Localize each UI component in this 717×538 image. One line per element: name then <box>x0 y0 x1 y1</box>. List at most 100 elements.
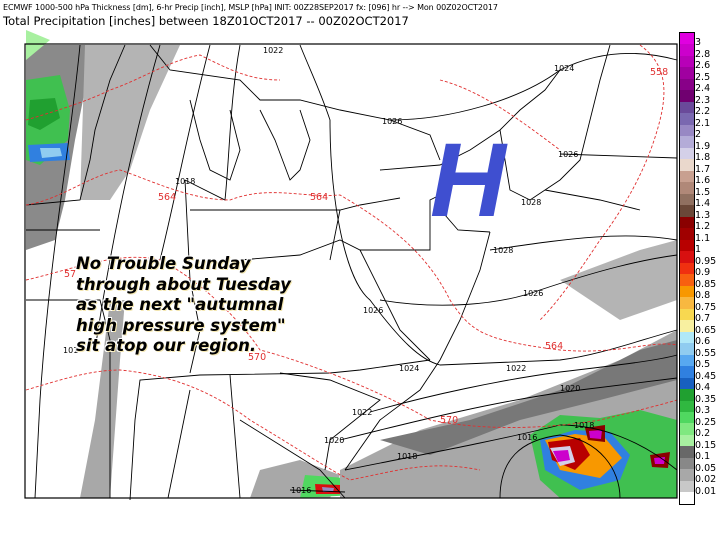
colorbar-label: 0.85 <box>695 278 717 290</box>
colorbar-label: 0.45 <box>695 370 717 382</box>
note-line: No Trouble Sunday <box>76 254 251 273</box>
precip-area <box>553 450 570 462</box>
colorbar-cell <box>680 400 694 412</box>
colorbar-label: 0.01 <box>695 485 717 497</box>
high-pressure-symbol: H <box>430 122 506 239</box>
precip-area <box>560 240 677 320</box>
isobar-label: 1026 <box>523 289 543 298</box>
isobar-label: 1024 <box>554 64 574 73</box>
colorbar-cell <box>680 366 694 378</box>
map-frame <box>24 43 678 499</box>
thickness-contours <box>25 44 678 481</box>
isobar-label: 1028 <box>493 246 513 255</box>
colorbar-label: 1.1 <box>695 232 711 244</box>
colorbar-label: 0.75 <box>695 301 717 313</box>
isobar-label: 1020 <box>560 384 580 393</box>
colorbar-label: 0.25 <box>695 416 717 428</box>
thickness-label: 564 <box>310 192 328 203</box>
isobars <box>34 44 678 499</box>
colorbar-cell <box>680 492 694 504</box>
thickness-label: 570 <box>248 352 266 363</box>
colorbar-label: 2 <box>695 129 702 141</box>
colorbar-cell <box>680 308 694 321</box>
colorbar-cell <box>680 480 694 493</box>
chart-header-line1: ECMWF 1000-500 hPa Thickness [dm], 6-hr … <box>3 3 498 12</box>
colorbar-label: 1.6 <box>695 175 711 187</box>
colorbar-cell <box>680 320 694 332</box>
precip-area <box>322 487 334 492</box>
colorbar-cell <box>680 124 694 137</box>
colorbar-label: 3 <box>695 37 702 49</box>
isobar-label: 1016 <box>517 433 537 442</box>
colorbar-cell <box>680 90 694 102</box>
colorbar-cell <box>680 205 694 217</box>
colorbar-cell <box>680 274 694 286</box>
colorbar-cell <box>680 331 694 344</box>
colorbar-label: 1.9 <box>695 140 711 152</box>
colorbar-cell <box>680 262 694 275</box>
colorbar-label: 2.2 <box>695 106 711 118</box>
colorbar-label: 2.1 <box>695 117 711 129</box>
colorbar-label: 2.4 <box>695 83 711 95</box>
colorbar-label: 1.5 <box>695 186 711 198</box>
colorbar-label: 0.05 <box>695 462 717 474</box>
colorbar-label: 0.6 <box>695 336 711 348</box>
colorbar-label: 0.65 <box>695 324 717 336</box>
isobar-label: 1018 <box>175 177 195 186</box>
colorbar-label: 0.02 <box>695 474 717 486</box>
precip-area <box>26 30 50 60</box>
thickness-label: 57 <box>64 269 76 280</box>
colorbar-label: 1.8 <box>695 152 711 164</box>
precip-area <box>380 340 677 455</box>
state-borders <box>25 44 641 501</box>
precip-area <box>40 148 62 158</box>
colorbar-cell <box>680 170 694 183</box>
precip-area <box>80 45 180 200</box>
colorbar-cell <box>680 423 694 435</box>
colorbar-cell <box>680 182 694 194</box>
colorbar-cell <box>680 136 694 148</box>
isobar-label: 1022 <box>352 408 372 417</box>
precip-area <box>28 98 60 130</box>
colorbar-label: 0.4 <box>695 382 711 394</box>
colorbar-label: 0.7 <box>695 313 711 325</box>
thickness-label: 564 <box>545 341 563 352</box>
colorbar-cell <box>680 33 694 45</box>
colorbar-label: 0.1 <box>695 451 711 463</box>
isobar-label: 1016 <box>291 486 311 495</box>
isobar-label: 1026 <box>382 117 402 126</box>
colorbar-label: 2.3 <box>695 94 711 106</box>
precip-area <box>589 430 602 439</box>
colorbar-cell <box>680 193 694 206</box>
colorbar-label: 0.55 <box>695 347 717 359</box>
isobar-label: 1026 <box>363 306 383 315</box>
isobar-label: 1018 <box>397 452 417 461</box>
colorbar-cell <box>680 354 694 367</box>
colorbar-cell <box>680 101 694 114</box>
colorbar-label: 1.4 <box>695 198 711 210</box>
thickness-label: 564 <box>158 192 176 203</box>
colorbar-cell <box>680 55 694 68</box>
colorbar-label: 2.6 <box>695 60 711 72</box>
thickness-label: 558 <box>650 67 668 78</box>
colorbar-cell <box>680 113 694 125</box>
colorbar-label: 1.3 <box>695 209 711 221</box>
colorbar-cell <box>680 469 694 481</box>
thickness-label-group: 564 564 558 57 570 564 570 <box>64 67 668 426</box>
colorbar-cell <box>680 251 694 263</box>
colorbar-cell <box>680 216 694 229</box>
precip-area <box>654 457 665 464</box>
colorbar-cell <box>680 411 694 424</box>
colorbar-cell <box>680 377 694 390</box>
colorbar-cell <box>680 457 694 470</box>
isobar-label: 1026 <box>558 150 578 159</box>
colorbar-label: 0.35 <box>695 393 717 405</box>
colorbar-cell <box>680 434 694 447</box>
colorbar-cell <box>680 239 694 252</box>
colorbar-label: 0.8 <box>695 290 711 302</box>
isobar-label: 1020 <box>324 436 344 445</box>
isobar-label: 1018 <box>574 421 594 430</box>
colorbar-cell <box>680 343 694 355</box>
colorbar-cell <box>680 297 694 309</box>
